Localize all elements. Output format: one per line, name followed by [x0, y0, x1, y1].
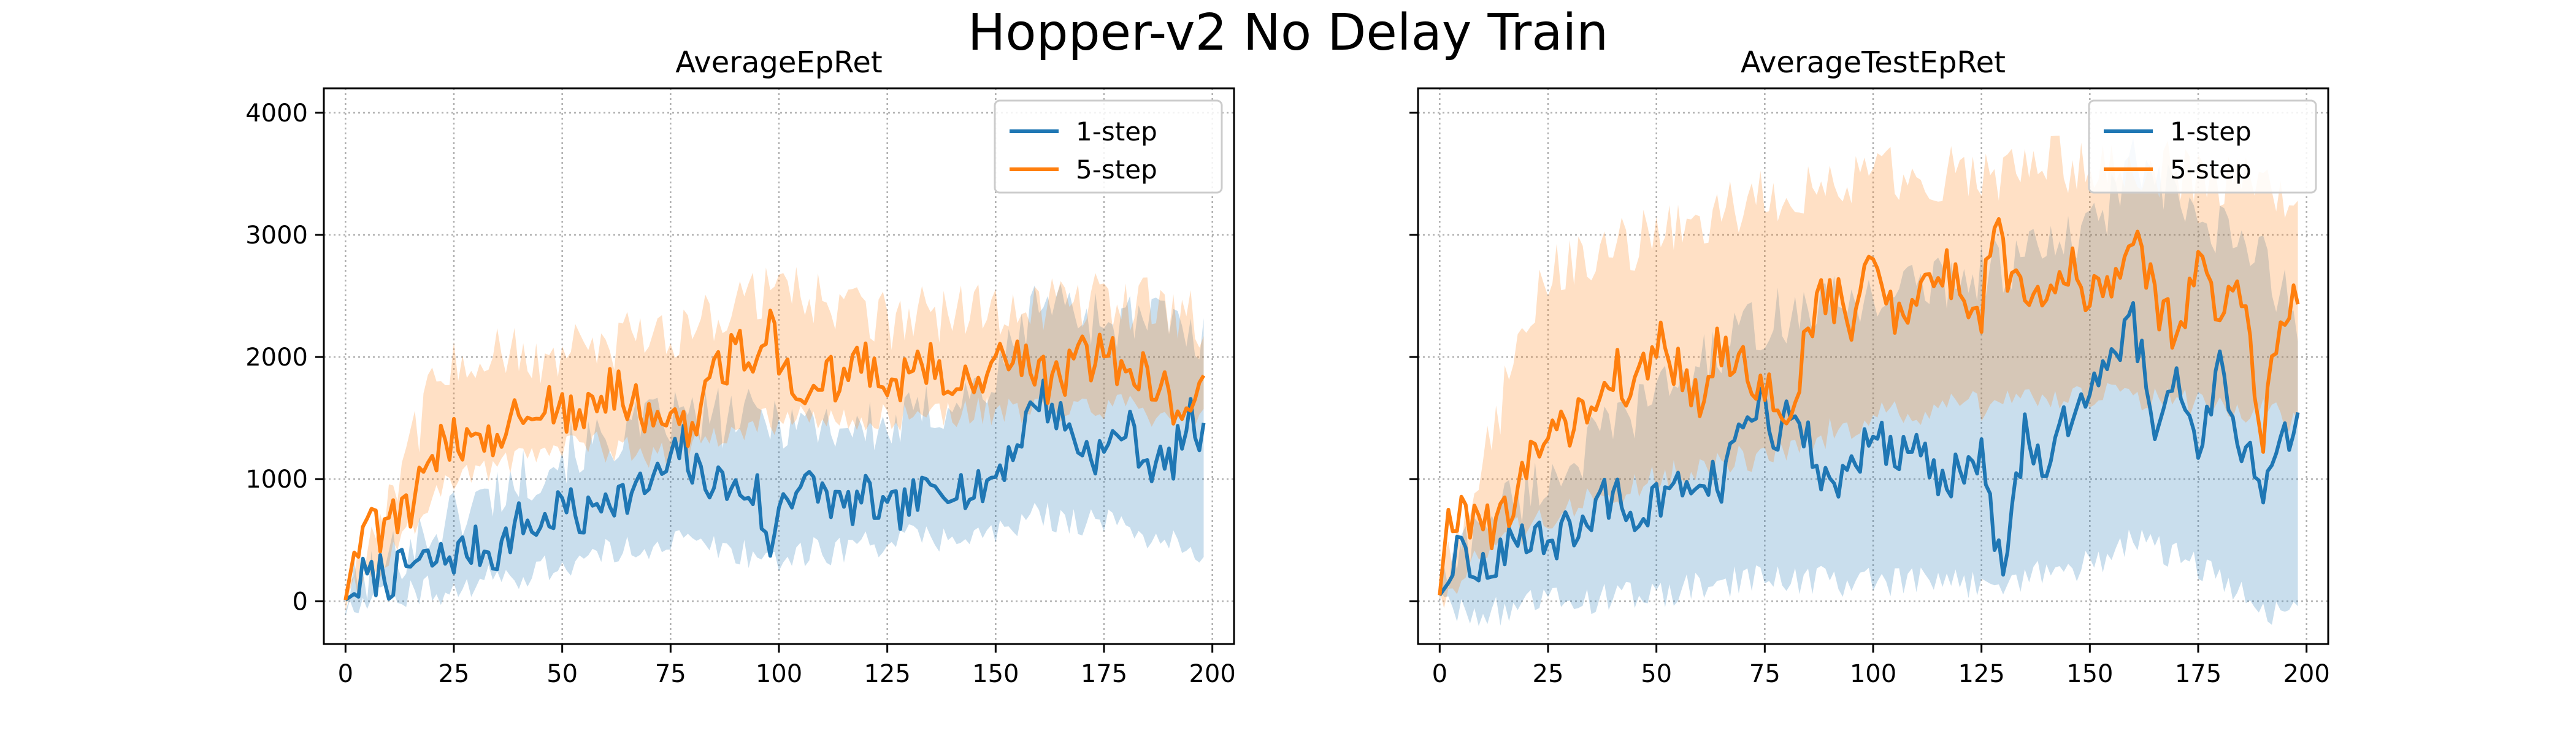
figure-title: Hopper-v2 No Delay Train	[967, 4, 1609, 62]
plot-area	[1438, 136, 2300, 626]
series-line-1-step	[344, 378, 1206, 602]
y-tick-label: 3000	[245, 221, 308, 250]
y-tick-label: 1000	[245, 466, 308, 494]
y-tick-label: 4000	[245, 99, 308, 128]
x-tick-label: 200	[1189, 660, 1235, 688]
x-tick-label: 150	[972, 660, 1019, 688]
x-tick-label: 50	[1641, 660, 1672, 688]
subplot-title: AverageTestEpRet	[1741, 45, 2006, 80]
x-tick-label: 0	[1432, 660, 1447, 688]
x-tick-label: 100	[1850, 660, 1896, 688]
y-tick-label: 2000	[245, 343, 308, 372]
confidence-band-1-step	[1439, 138, 2298, 626]
legend-label-1-step: 1-step	[2170, 117, 2252, 147]
legend-label-5-step: 5-step	[1076, 155, 1157, 185]
series-line-5-step	[343, 309, 1206, 600]
x-tick-label: 200	[2283, 660, 2329, 688]
subplot-2: 0 25 50 75 100 125 150 175 200 AverageTestEpRet 1-…	[1409, 45, 2330, 688]
series-line-5-step	[1438, 217, 2300, 596]
plot-area	[343, 267, 1206, 616]
subplot-title: AverageEpRet	[675, 45, 882, 80]
x-tick-label: 175	[1081, 660, 1127, 688]
x-tick-label: 25	[1533, 660, 1564, 688]
x-tick-label: 125	[1958, 660, 2004, 688]
x-tick-label: 125	[864, 660, 910, 688]
x-tick-label: 0	[338, 660, 353, 688]
series-line-1-step	[1438, 301, 2300, 597]
confidence-band-5-step	[345, 267, 1204, 611]
x-tick-label: 150	[2066, 660, 2113, 688]
y-tick-label: 0	[293, 588, 308, 616]
legend-label-5-step: 5-step	[2170, 155, 2252, 185]
x-tick-label: 75	[1749, 660, 1781, 688]
confidence-band-1-step	[345, 283, 1204, 616]
x-tick-label: 75	[655, 660, 686, 688]
x-tick-label: 175	[2175, 660, 2221, 688]
confidence-band-5-step	[1439, 136, 2298, 608]
x-tick-label: 25	[439, 660, 470, 688]
legend-label-1-step: 1-step	[1076, 117, 1157, 147]
subplot-1: 0 25 50 75 100 125 150 175 20001000200030004000A…	[245, 45, 1236, 688]
x-tick-label: 100	[756, 660, 802, 688]
x-tick-label: 50	[546, 660, 578, 688]
